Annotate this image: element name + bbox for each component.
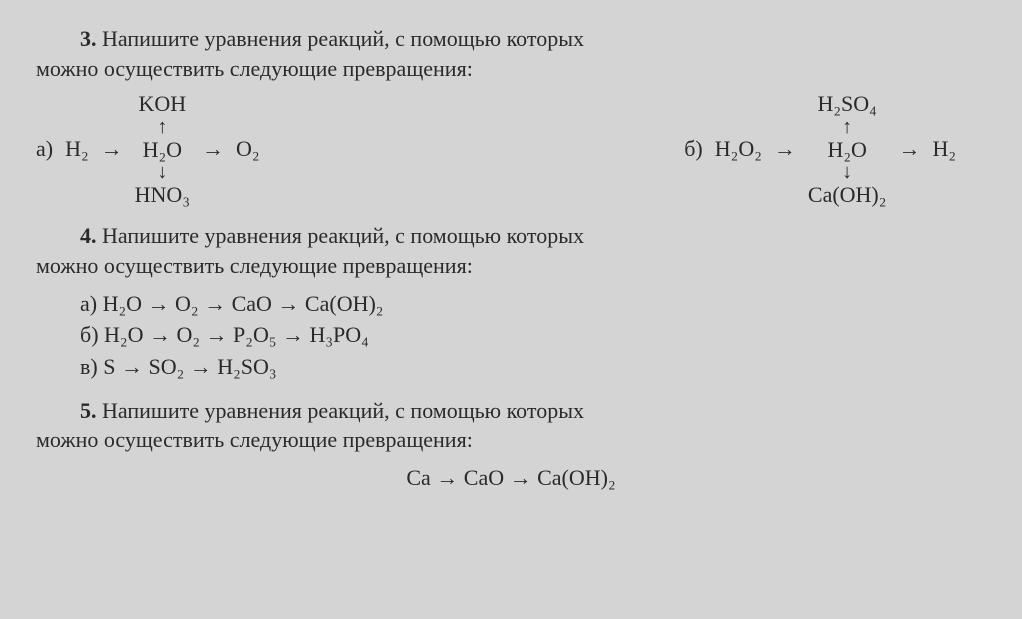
scheme-a-center-column: KOH ↑ H₂O ↓ HNO₃: [135, 91, 190, 207]
scheme-a: а) H₂ → KOH ↑ H₂O ↓ HNO₃ → O₂: [36, 91, 260, 207]
task-4-item-a-chain: H₂O → O₂ → CaO → Ca(OH)₂: [103, 291, 384, 316]
scheme-b-left: H₂O₂: [715, 134, 762, 164]
arrow-down-icon: ↓: [842, 162, 852, 182]
scheme-b-top: H₂SO₄: [817, 91, 876, 116]
task-3-prompt-line-1: Напишите уравнения реакций, с помощью ко…: [102, 26, 584, 51]
task-4-item-b-chain: H₂O → O₂ → P₂O₅ → H₃PO₄: [104, 322, 369, 347]
scheme-b-bottom: Ca(OH)₂: [808, 182, 887, 207]
scheme-a-bottom: HNO₃: [135, 182, 190, 207]
task-5: 5. Напишите уравнения реакций, с помощью…: [36, 396, 986, 493]
arrow-right-icon: →: [770, 134, 800, 164]
task-5-number: 5.: [80, 398, 97, 423]
task-4-prompt-line-2: можно осуществить следующие превращения:: [36, 253, 473, 278]
task-4-number: 4.: [80, 223, 97, 248]
task-4-item-b-label: б): [80, 322, 99, 347]
scheme-a-right: O₂: [236, 134, 260, 164]
arrow-right-icon: →: [97, 134, 127, 164]
task-4: 4. Напишите уравнения реакций, с помощью…: [36, 221, 986, 381]
arrow-up-icon: ↑: [842, 117, 852, 137]
scheme-a-center: H₂O: [143, 137, 182, 162]
scheme-b-center: H₂O: [827, 137, 866, 162]
task-4-item-c: в) S → SO₂ → H₂SO₃: [36, 352, 986, 382]
task-4-prompt: 4. Напишите уравнения реакций, с помощью…: [36, 221, 986, 280]
task-5-chain: Ca → CaO → Ca(OH)₂: [36, 463, 986, 493]
scheme-a-left: H₂: [65, 134, 89, 164]
scheme-b: б) H₂O₂ → H₂SO₄ ↑ H₂O ↓ Ca(OH)₂ → H₂: [684, 91, 986, 207]
task-4-item-b: б) H₂O → O₂ → P₂O₅ → H₃PO₄: [36, 320, 986, 350]
task-5-prompt-line-1: Напишите уравнения реакций, с помощью ко…: [102, 398, 584, 423]
scheme-a-label: а): [36, 134, 57, 164]
task-3-schemes: а) H₂ → KOH ↑ H₂O ↓ HNO₃ → O₂ б) H₂O₂ → …: [36, 91, 986, 207]
task-3: 3. Напишите уравнения реакций, с помощью…: [36, 24, 986, 207]
arrow-right-icon: →: [894, 134, 924, 164]
task-4-item-c-chain: S → SO₂ → H₂SO₃: [103, 354, 276, 379]
task-4-item-a-label: а): [80, 291, 97, 316]
scheme-b-right: H₂: [932, 134, 956, 164]
arrow-right-icon: →: [198, 134, 228, 164]
task-4-prompt-line-1: Напишите уравнения реакций, с помощью ко…: [102, 223, 584, 248]
scheme-a-top: KOH: [138, 91, 186, 116]
task-5-prompt: 5. Напишите уравнения реакций, с помощью…: [36, 396, 986, 455]
task-4-item-a: а) H₂O → O₂ → CaO → Ca(OH)₂: [36, 289, 986, 319]
arrow-up-icon: ↑: [157, 117, 167, 137]
task-3-number: 3.: [80, 26, 97, 51]
arrow-down-icon: ↓: [157, 162, 167, 182]
task-3-prompt: 3. Напишите уравнения реакций, с помощью…: [36, 24, 986, 83]
scheme-b-label: б): [684, 134, 707, 164]
task-5-prompt-line-2: можно осуществить следующие превращения:: [36, 427, 473, 452]
task-3-prompt-line-2: можно осуществить следующие превращения:: [36, 56, 473, 81]
task-4-item-c-label: в): [80, 354, 98, 379]
scheme-b-center-column: H₂SO₄ ↑ H₂O ↓ Ca(OH)₂: [808, 91, 887, 207]
